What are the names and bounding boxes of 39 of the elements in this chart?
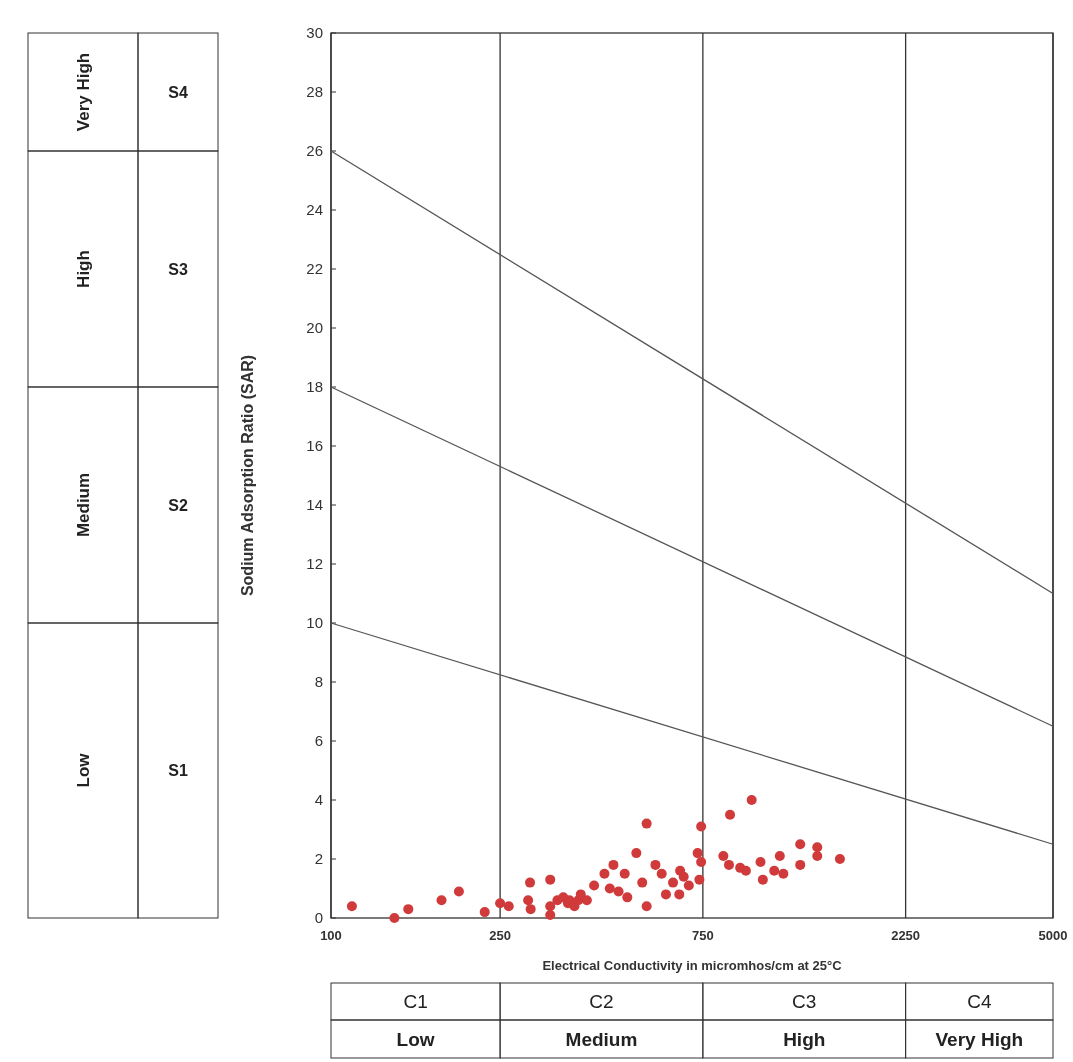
y-tick-label: 26 bbox=[306, 142, 323, 160]
text: High bbox=[73, 250, 93, 288]
x-tick-label: 5000 bbox=[1038, 928, 1068, 943]
text: Medium bbox=[73, 472, 93, 538]
text: C2 bbox=[589, 991, 614, 1013]
y-tick-label: 24 bbox=[306, 201, 323, 219]
x-tick-label: 100 bbox=[320, 928, 342, 943]
text: C4 bbox=[967, 991, 992, 1013]
x-tick-label: 2250 bbox=[891, 928, 921, 943]
y-tick-label: 12 bbox=[306, 555, 323, 573]
text: S1 bbox=[168, 762, 188, 780]
text: Low bbox=[396, 1028, 435, 1050]
text: Low bbox=[73, 752, 93, 788]
y-tick-label: 14 bbox=[306, 496, 323, 514]
text: Medium bbox=[565, 1028, 638, 1050]
y-tick-label: 28 bbox=[306, 83, 323, 101]
y-tick-label: 30 bbox=[306, 24, 323, 42]
y-tick-label: 0 bbox=[314, 909, 323, 927]
y-tick-label: 4 bbox=[314, 791, 323, 809]
y-tick-label: 20 bbox=[306, 319, 323, 337]
y-tick-label: 10 bbox=[306, 614, 323, 632]
text: S2 bbox=[168, 496, 188, 514]
text: High bbox=[783, 1028, 826, 1050]
y-tick-label: 18 bbox=[306, 378, 323, 396]
text: C3 bbox=[792, 991, 817, 1013]
y-axis-title: Sodium Adsorption Ratio (SAR) bbox=[239, 354, 256, 597]
text: C1 bbox=[403, 991, 428, 1013]
text: Very High bbox=[73, 52, 93, 132]
x-tick-label: 250 bbox=[489, 928, 511, 943]
y-tick-label: 8 bbox=[314, 673, 323, 691]
y-tick-label: 16 bbox=[306, 437, 323, 455]
x-axis-title: Electrical Conductivity in micromhos/cm at 25°C bbox=[542, 958, 843, 973]
y-tick-label: 22 bbox=[306, 260, 323, 278]
text: S4 bbox=[168, 83, 188, 101]
y-tick-label: 6 bbox=[314, 732, 323, 750]
y-tick-label: 2 bbox=[314, 850, 323, 868]
text: S3 bbox=[168, 260, 188, 278]
x-tick-label: 750 bbox=[692, 928, 714, 943]
text: Very High bbox=[935, 1028, 1024, 1050]
